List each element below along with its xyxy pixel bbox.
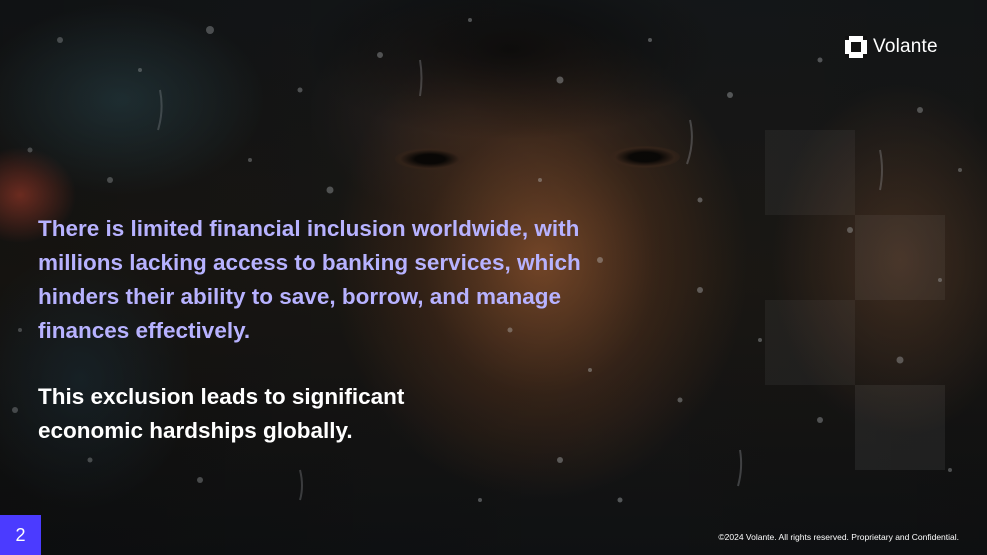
background-photo-hair [300,0,720,140]
page-number-badge: 2 [0,515,41,555]
brand-logo: Volante [845,36,938,58]
brand-name: Volante [873,36,938,57]
impact-paragraph: This exclusion leads to significant econ… [38,384,405,443]
background-photo-right-eye [610,146,680,168]
volante-logo-icon [845,36,867,58]
intro-paragraph: There is limited financial inclusion wor… [38,216,581,343]
copyright-notice: ©2024 Volante. All rights reserved. Prop… [718,532,959,542]
decorative-grid-overlay [765,130,945,470]
background-photo-left-eye [395,148,465,170]
